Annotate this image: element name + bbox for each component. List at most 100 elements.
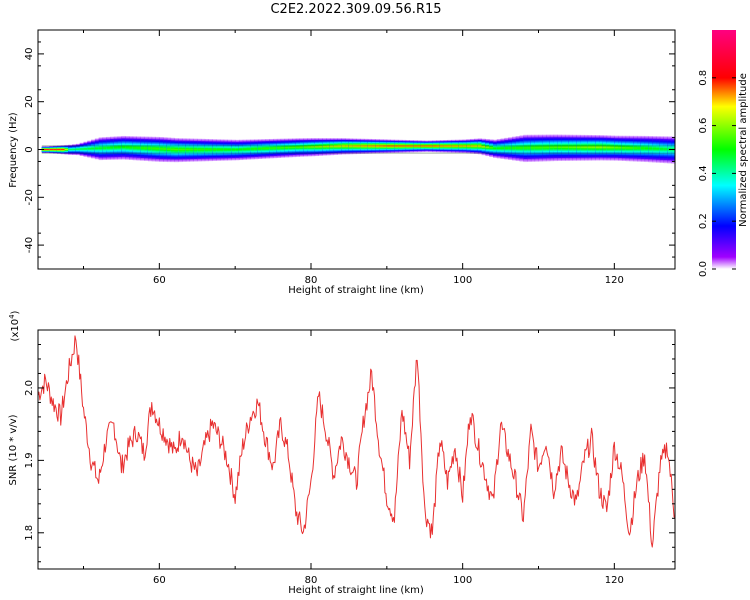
- spectrogram-x-ticks: 60 80 100 120: [83, 30, 624, 286]
- band-cell: [663, 148, 668, 151]
- band-cell: [546, 146, 551, 149]
- band-cell: [299, 146, 304, 148]
- x-tick-label: 60: [153, 275, 166, 286]
- band-cell: [303, 146, 308, 148]
- band-cell: [496, 147, 501, 149]
- band-cell: [493, 147, 498, 149]
- band-cell: [504, 147, 509, 149]
- band-cell: [576, 146, 581, 149]
- y-tick-label: 1.8: [24, 525, 35, 541]
- band-cell: [485, 146, 490, 148]
- snr-y-multiplier: (x104): [8, 310, 21, 341]
- band-cell: [193, 148, 198, 151]
- band-cell: [508, 147, 513, 149]
- band-cell: [561, 146, 566, 149]
- band-cell: [599, 146, 604, 149]
- band-cell: [132, 146, 137, 149]
- colorbar-tick-label: 0.2: [698, 213, 709, 229]
- band-cell: [216, 148, 221, 151]
- band-cell: [189, 148, 194, 151]
- band-cell: [212, 148, 217, 151]
- band-cell: [614, 146, 619, 149]
- band-cell: [656, 147, 661, 150]
- spectrogram-panel: 60 80 100 120 -40 -20 0 20 40 Height of straigh…: [8, 29, 676, 296]
- band-cell: [523, 146, 528, 149]
- band-cell: [110, 146, 115, 149]
- band-cell: [159, 147, 164, 150]
- band-cell: [178, 148, 183, 151]
- snr-multiplier-exp: 4: [8, 314, 16, 319]
- band-cell: [288, 146, 293, 149]
- band-cell: [621, 146, 627, 149]
- band-cell: [284, 146, 289, 149]
- band-cell: [292, 146, 297, 148]
- band-cell: [117, 146, 122, 149]
- band-cell: [231, 148, 236, 151]
- spectrogram-x-label: Height of straight line (km): [288, 285, 424, 296]
- band-cell: [242, 148, 247, 150]
- band-cell: [542, 146, 547, 149]
- band-cell: [144, 147, 149, 150]
- colorbar-tick-label: 0.4: [698, 165, 709, 181]
- band-cell: [125, 146, 130, 149]
- band-cell: [644, 147, 649, 150]
- band-cell: [534, 146, 539, 149]
- snr-y-label: SNR (10 * v/v): [8, 414, 19, 485]
- snr-x-ticks: 60 80 100 120: [83, 330, 624, 586]
- band-cell: [155, 147, 160, 150]
- colorbar-label: Normalized spectral amplitude: [738, 73, 749, 227]
- band-cell: [307, 146, 312, 148]
- band-cell: [64, 149, 69, 150]
- band-cell: [515, 147, 520, 149]
- x-tick-label: 120: [605, 275, 624, 286]
- band-cell: [265, 147, 270, 150]
- band-cell: [580, 146, 585, 149]
- x-tick-label: 60: [153, 575, 166, 586]
- colorbar-tick-label: 0.8: [698, 70, 709, 86]
- band-cell: [163, 148, 168, 150]
- y-tick-label: 20: [24, 95, 35, 108]
- band-cell: [572, 146, 577, 149]
- band-cell: [273, 147, 278, 149]
- figure-title: C2E2.2022.309.09.56.R15: [270, 2, 441, 17]
- y-tick-label: 0: [24, 146, 35, 152]
- band-cell: [489, 147, 494, 149]
- band-cell: [246, 148, 251, 150]
- band-cell: [87, 148, 92, 150]
- band-cell: [72, 148, 77, 150]
- band-cell: [136, 146, 141, 149]
- snr-y-ticks: 1.8 1.9 2.0: [24, 329, 675, 563]
- spectrogram-y-label: Frequency (Hz): [8, 112, 19, 188]
- band-cell: [280, 147, 285, 149]
- y-tick-label: 2.0: [24, 380, 35, 396]
- band-cell: [633, 147, 638, 149]
- band-cell: [591, 146, 596, 149]
- band-cell: [527, 146, 532, 149]
- band-cell: [557, 146, 562, 149]
- band-cell: [68, 149, 73, 150]
- band-cell: [235, 148, 240, 151]
- band-cell: [140, 147, 145, 149]
- band-cell: [257, 147, 263, 150]
- x-tick-label: 80: [305, 575, 318, 586]
- band-cell: [295, 146, 301, 148]
- band-cell: [113, 146, 119, 149]
- x-tick-label: 120: [605, 575, 624, 586]
- band-cell: [652, 147, 657, 150]
- band-cell: [481, 145, 486, 148]
- spectrogram-y-ticks: -40 -20 0 20 40: [24, 41, 675, 258]
- band-cell: [322, 145, 327, 148]
- band-cell: [204, 148, 210, 151]
- band-cell: [174, 148, 179, 151]
- snr-frame: [37, 329, 676, 570]
- band-cell: [659, 148, 665, 150]
- y-tick-label: 40: [24, 48, 35, 61]
- band-cell: [269, 147, 274, 149]
- band-cell: [227, 148, 232, 151]
- snr-multiplier-close: ): [10, 310, 21, 314]
- band-cell: [276, 147, 282, 149]
- band-cell: [94, 147, 100, 150]
- band-cell: [102, 147, 107, 149]
- band-cell: [311, 146, 316, 148]
- band-cell: [121, 146, 126, 148]
